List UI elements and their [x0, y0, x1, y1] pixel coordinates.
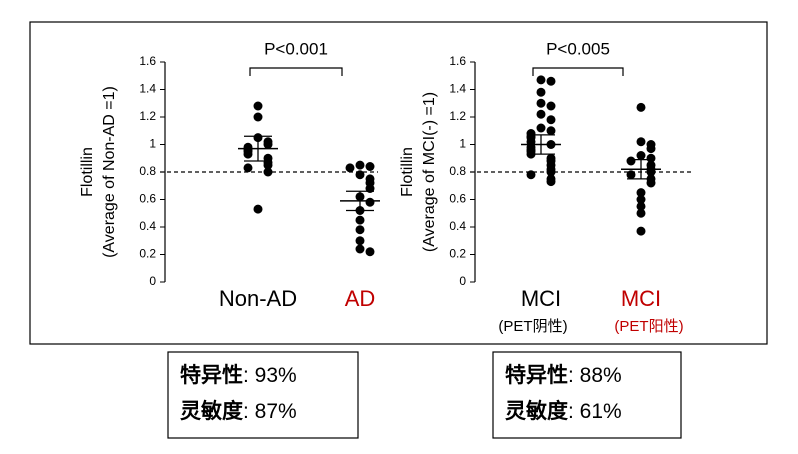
y-tick-label: 1	[149, 137, 156, 151]
data-point	[636, 208, 646, 218]
error-bar	[244, 135, 272, 162]
y-tick-label: 0.4	[139, 219, 156, 233]
stats-line: 特异性: 88%	[505, 363, 622, 387]
stats-value: : 61%	[568, 400, 622, 423]
y-tick-label: 1.2	[139, 109, 156, 123]
y-tick-label: 1.4	[139, 82, 156, 96]
y-tick-label: 1.4	[449, 82, 466, 96]
y-tick-label: 0.4	[449, 219, 466, 233]
data-point	[345, 163, 355, 173]
stats-label: 特异性	[180, 363, 243, 387]
stats-line: 灵敏度: 87%	[180, 399, 297, 423]
data-point	[263, 140, 273, 149]
x-tick-sublabel: (PET阴性)	[498, 318, 567, 335]
error-bar	[627, 158, 655, 180]
annotation: P<0.005	[546, 39, 610, 58]
x-tick-label: MCI	[521, 286, 561, 311]
stats-line: 特异性: 93%	[180, 363, 297, 387]
y-tick-label: 1	[459, 137, 466, 151]
stats-label: 特异性	[505, 363, 568, 387]
x-tick-label: Non-AD	[219, 286, 297, 311]
y-tick-label: 0.6	[449, 192, 466, 206]
data-point	[646, 144, 656, 154]
data-point	[243, 163, 253, 173]
x-tick-label: AD	[345, 286, 376, 311]
data-point	[253, 101, 263, 111]
error-bar	[346, 190, 374, 212]
data-point	[253, 112, 263, 122]
data-point	[536, 123, 546, 133]
y-tick-label: 0.8	[449, 164, 466, 178]
data-point	[263, 167, 273, 177]
y-tick-label: 0.2	[449, 247, 466, 261]
x-tick-label: MCI	[621, 286, 661, 311]
data-point	[355, 236, 365, 246]
data-point	[365, 247, 375, 257]
stats-label: 灵敏度	[505, 399, 568, 423]
frame	[29, 21, 768, 345]
y-tick-label: 1.2	[449, 109, 466, 123]
data-point	[626, 156, 636, 166]
stats-box	[492, 351, 682, 439]
data-point	[355, 160, 365, 170]
y-axis-label: (Average of Non-AD =1)	[101, 86, 118, 258]
data-point	[536, 87, 546, 97]
data-point	[546, 101, 556, 111]
data-point	[253, 204, 263, 214]
data-point	[355, 244, 365, 254]
data-point	[636, 151, 646, 160]
stats-value: : 88%	[568, 364, 622, 387]
data-point	[636, 137, 646, 147]
data-point	[636, 195, 646, 204]
data-point	[355, 215, 365, 225]
data-point	[636, 188, 646, 198]
data-point	[536, 98, 546, 108]
data-point	[636, 102, 646, 112]
x-tick-sublabel: (PET阳性)	[614, 318, 683, 335]
data-point	[546, 76, 556, 86]
data-point	[546, 126, 556, 136]
data-point	[546, 177, 556, 187]
data-point	[626, 170, 636, 180]
data-point	[636, 226, 646, 236]
y-axis-label: Flotillin	[79, 147, 96, 197]
y-tick-label: 1.6	[449, 54, 466, 68]
data-point	[646, 178, 656, 188]
data-point	[646, 153, 656, 163]
data-point	[263, 160, 273, 170]
data-point	[243, 149, 253, 159]
y-tick-label: 0.8	[139, 164, 156, 178]
error-bar	[527, 134, 555, 155]
data-point	[536, 75, 546, 85]
stats-box	[167, 351, 359, 439]
data-point	[546, 115, 556, 125]
data-point	[636, 201, 646, 211]
annotation: P<0.001	[264, 39, 328, 58]
bracket	[532, 67, 624, 76]
y-axis-label: Flotillin	[399, 147, 416, 197]
data-point	[536, 109, 546, 119]
y-axis-label: (Average of MCI(-) =1)	[421, 92, 438, 252]
data-point	[526, 170, 536, 180]
y-tick-label: 1.6	[139, 54, 156, 68]
data-point	[355, 225, 365, 235]
y-tick-label: 0	[459, 274, 466, 288]
data-point	[546, 167, 556, 177]
data-point	[365, 197, 375, 207]
data-point	[355, 170, 365, 180]
bracket	[249, 67, 343, 76]
stats-line: 灵敏度: 61%	[505, 399, 622, 423]
stats-value: : 93%	[243, 364, 297, 387]
y-tick-label: 0.2	[139, 247, 156, 261]
stats-value: : 87%	[243, 400, 297, 423]
stats-label: 灵敏度	[180, 399, 243, 423]
y-tick-label: 0.6	[139, 192, 156, 206]
y-tick-label: 0	[149, 274, 156, 288]
data-point	[365, 162, 375, 171]
